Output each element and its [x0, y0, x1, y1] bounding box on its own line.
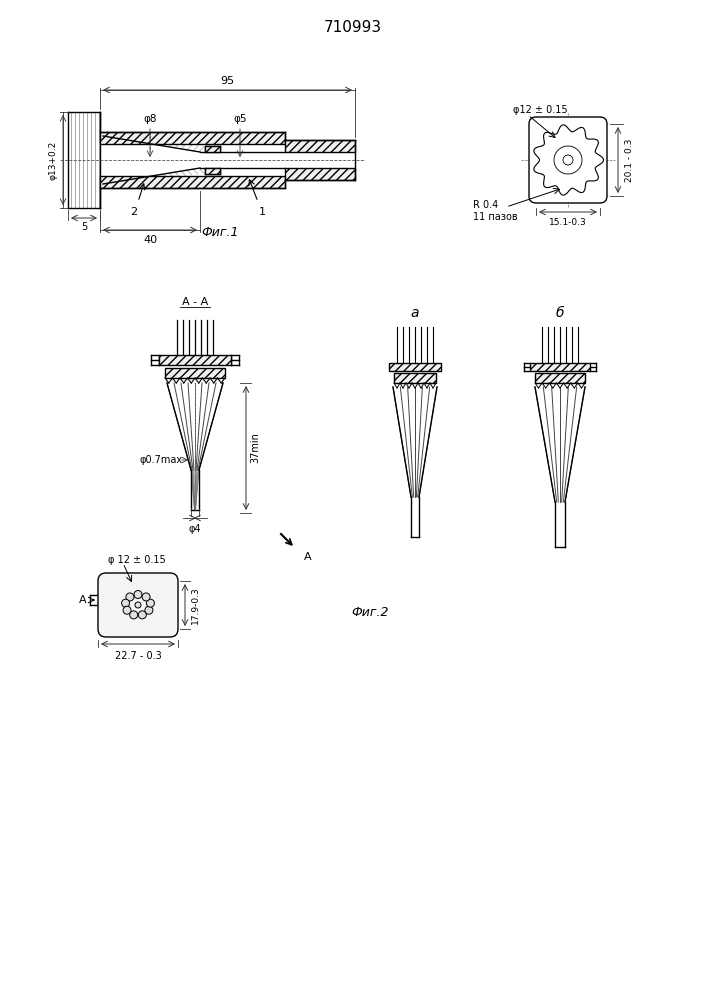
- Circle shape: [123, 606, 131, 614]
- Polygon shape: [530, 363, 590, 371]
- Text: Фиг.2: Фиг.2: [351, 605, 389, 618]
- Text: R 0.4: R 0.4: [473, 200, 498, 210]
- Text: φ4: φ4: [189, 524, 201, 534]
- Text: 15.1-0.3: 15.1-0.3: [549, 218, 587, 227]
- Polygon shape: [205, 146, 220, 152]
- Polygon shape: [285, 140, 355, 152]
- Text: A: A: [79, 595, 87, 605]
- Circle shape: [554, 146, 582, 174]
- Text: 37min: 37min: [250, 433, 260, 463]
- FancyBboxPatch shape: [98, 573, 178, 637]
- Text: φ12 ± 0.15: φ12 ± 0.15: [513, 105, 568, 115]
- Circle shape: [145, 606, 153, 614]
- Polygon shape: [389, 363, 441, 371]
- Text: Фиг.1: Фиг.1: [201, 226, 239, 238]
- Circle shape: [563, 155, 573, 165]
- Text: 2: 2: [130, 207, 138, 217]
- Text: б: б: [556, 306, 564, 320]
- Polygon shape: [100, 176, 285, 188]
- Text: 95: 95: [221, 76, 235, 86]
- Circle shape: [134, 590, 142, 598]
- Polygon shape: [205, 168, 220, 174]
- Circle shape: [122, 599, 129, 607]
- Text: A: A: [304, 552, 312, 562]
- Circle shape: [146, 599, 154, 607]
- Text: φ13+0.2: φ13+0.2: [49, 140, 57, 180]
- Text: 5: 5: [81, 222, 87, 232]
- Polygon shape: [535, 373, 585, 383]
- Circle shape: [129, 611, 138, 619]
- Circle shape: [142, 593, 150, 601]
- Polygon shape: [159, 355, 231, 365]
- Text: а: а: [411, 306, 419, 320]
- Text: 1: 1: [259, 207, 266, 217]
- Text: φ5: φ5: [233, 114, 247, 124]
- Polygon shape: [394, 373, 436, 383]
- Text: φ0.7max: φ0.7max: [139, 455, 182, 465]
- Polygon shape: [100, 132, 285, 144]
- Text: 20.1 - 0.3: 20.1 - 0.3: [625, 138, 634, 182]
- Text: 11 пазов: 11 пазов: [473, 212, 518, 222]
- Circle shape: [139, 611, 146, 619]
- Text: A - A: A - A: [182, 297, 208, 307]
- Circle shape: [126, 593, 134, 601]
- Text: φ8: φ8: [144, 114, 157, 124]
- FancyBboxPatch shape: [529, 117, 607, 203]
- Text: 17.9-0.3: 17.9-0.3: [191, 586, 200, 624]
- Text: φ 12 ± 0.15: φ 12 ± 0.15: [108, 555, 165, 565]
- Polygon shape: [285, 168, 355, 180]
- Text: 22.7 - 0.3: 22.7 - 0.3: [115, 651, 161, 661]
- Text: 710993: 710993: [324, 20, 382, 35]
- Circle shape: [135, 602, 141, 608]
- Text: 40: 40: [143, 235, 157, 245]
- Polygon shape: [165, 368, 225, 378]
